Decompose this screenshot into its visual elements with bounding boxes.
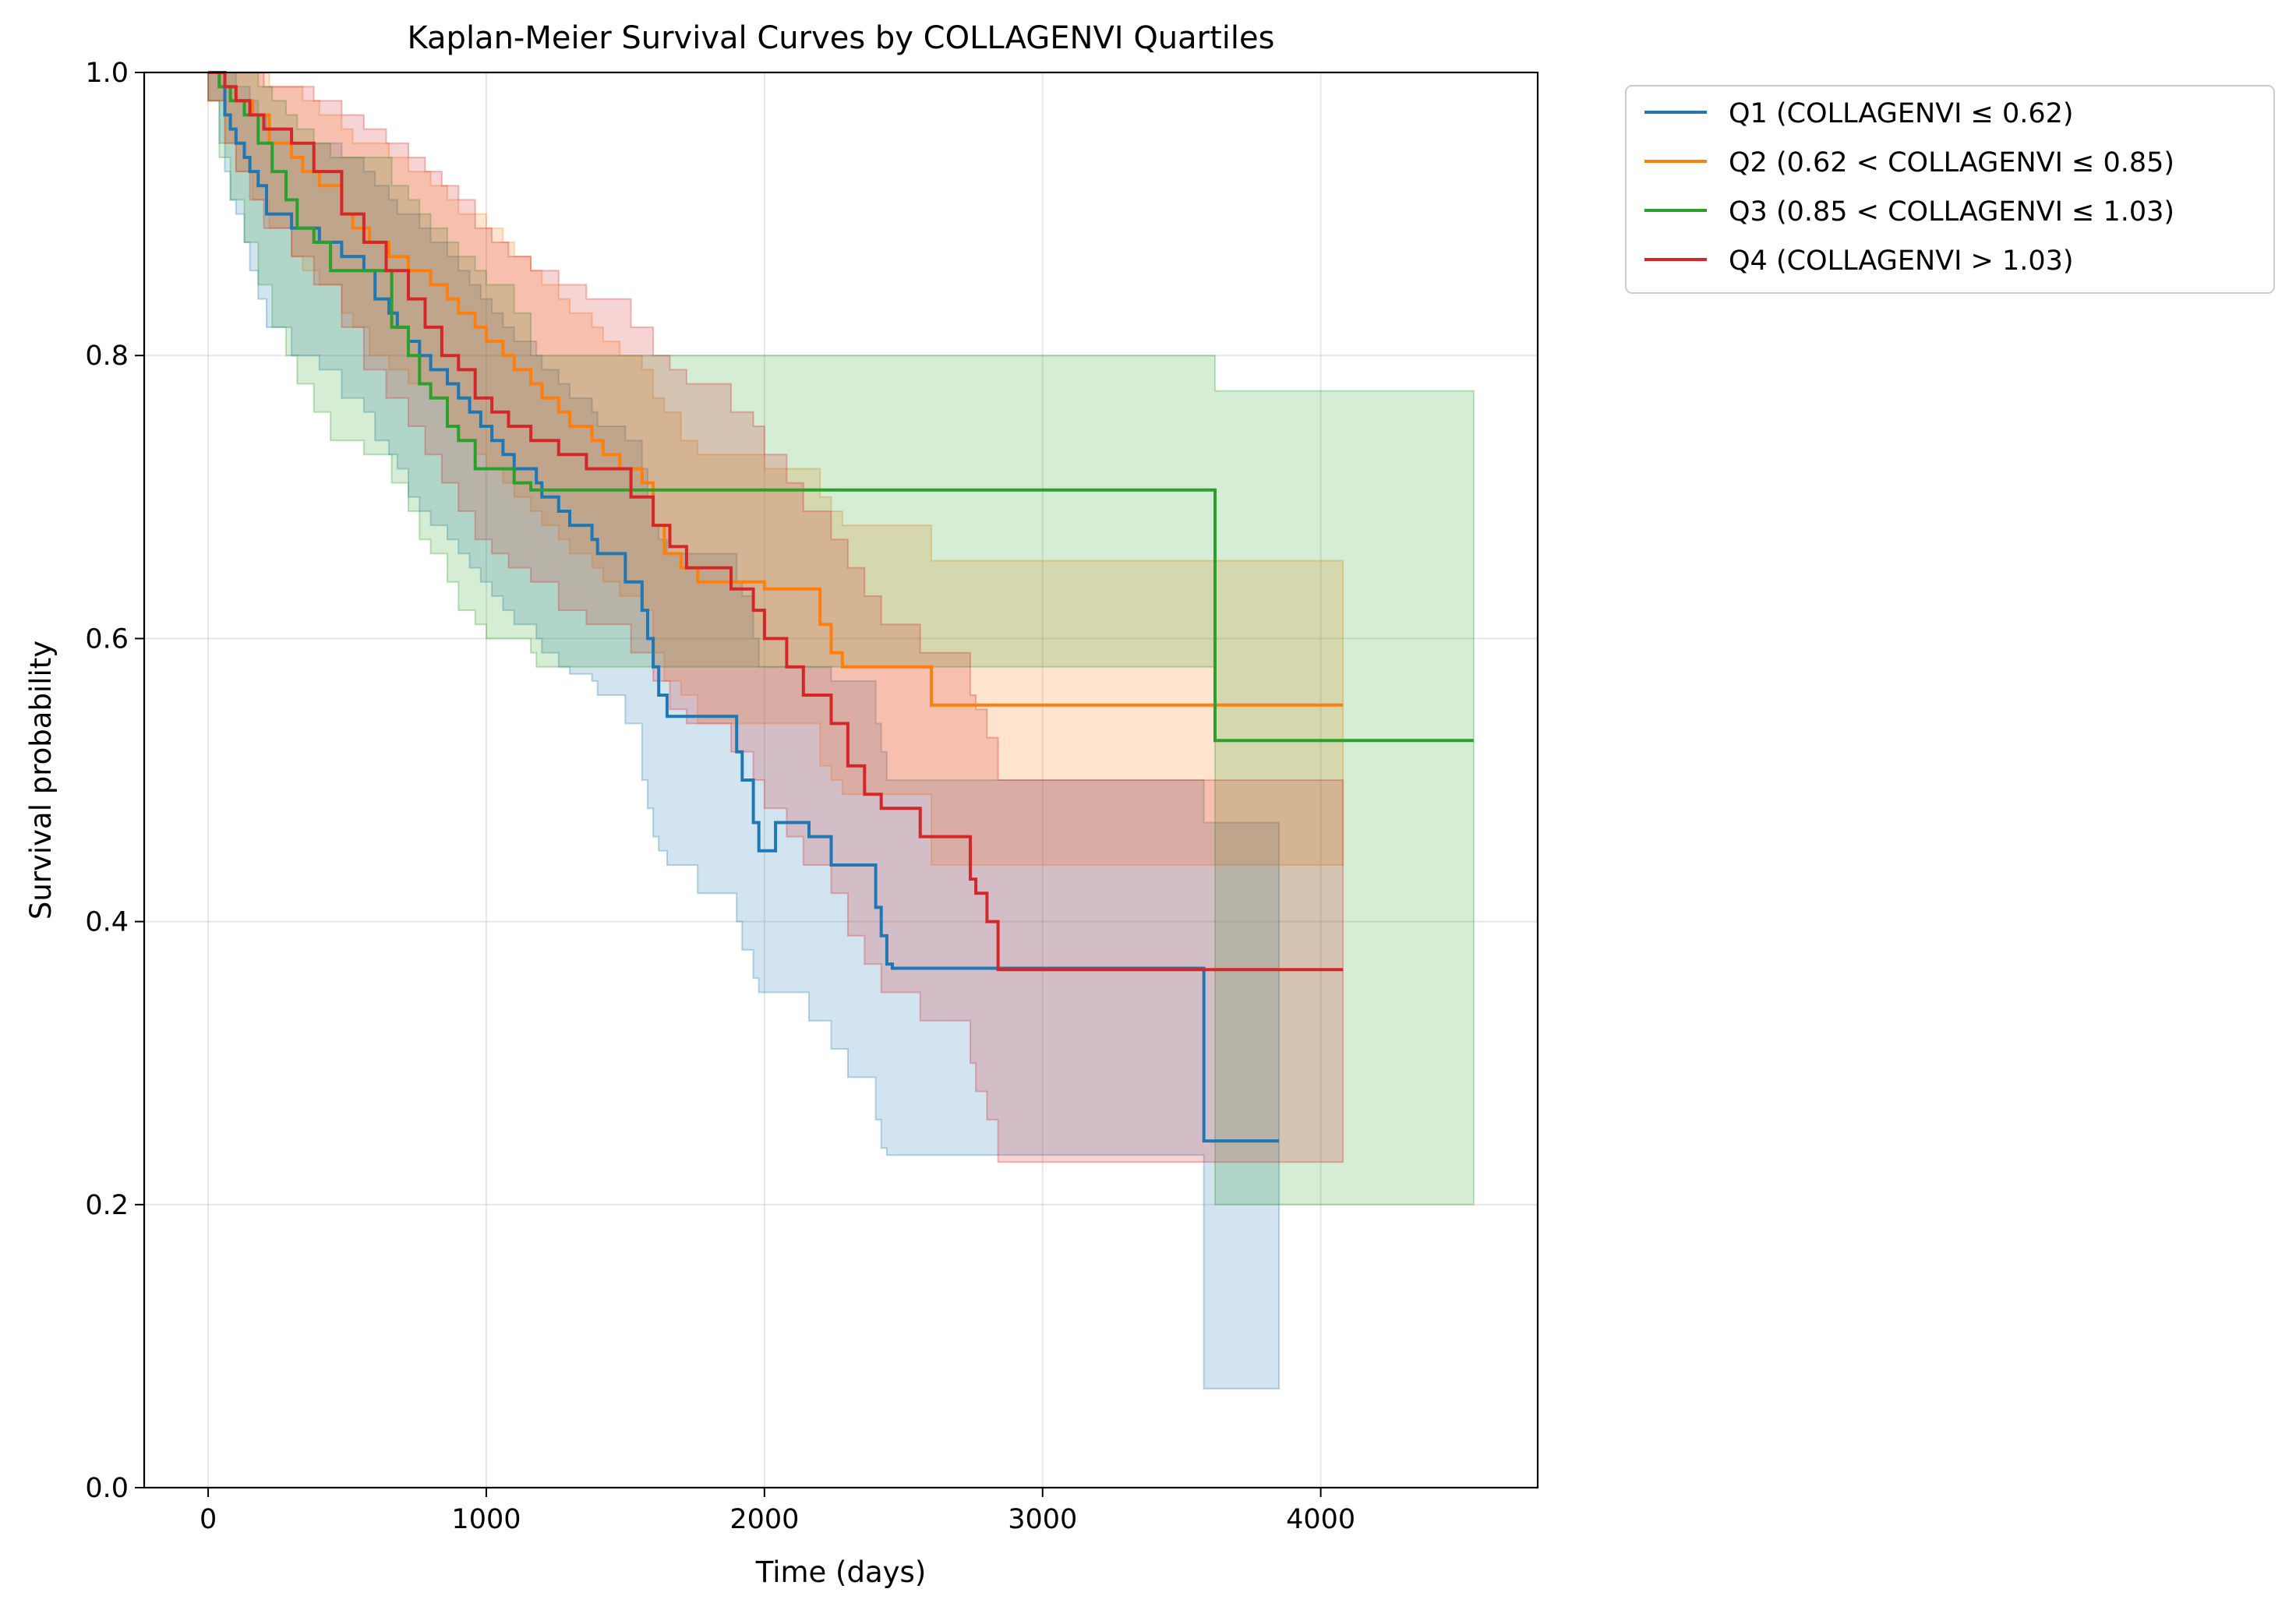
x-tick-label: 2000 [729,1504,799,1535]
survival-curves [208,71,1474,1143]
x-axis-ticks: 0 1000 2000 3000 4000 [200,1488,1355,1535]
legend-label-q4: Q4 (COLLAGENVI > 1.03) [1729,245,2074,277]
y-tick-label: 0.4 [85,907,129,938]
survival-curve-q1 [208,71,1280,1143]
legend: Q1 (COLLAGENVI ≤ 0.62) Q2 (0.62 < COLLAGE… [1625,85,2275,294]
ci-band-q1 [207,72,1280,1389]
y-tick-label: 0.6 [85,623,129,655]
ci-band-q2 [207,72,1344,866]
y-axis-label: Survival probability [24,641,58,920]
legend-label-q1: Q1 (COLLAGENVI ≤ 0.62) [1729,98,2074,129]
chart-title: Kaplan-Meier Survival Curves by COLLAGEN… [408,20,1275,56]
x-tick-label: 1000 [451,1504,521,1535]
confidence-bands [207,72,1475,1389]
y-tick-label: 0.2 [85,1190,129,1221]
x-axis-label: Time (days) [755,1555,927,1589]
y-tick-label: 0.8 [85,341,129,372]
plot-area [143,71,1539,1489]
ci-band-q4 [207,72,1344,1163]
survival-curve-q4 [208,71,1344,972]
y-tick-label: 0.0 [85,1473,129,1504]
y-axis-ticks: 0.0 0.2 0.4 0.6 0.8 1.0 [85,58,144,1504]
y-tick-label: 1.0 [85,58,129,89]
plot-background [144,72,1538,1488]
x-tick-label: 4000 [1286,1504,1355,1535]
legend-items: Q1 (COLLAGENVI ≤ 0.62) Q2 (0.62 < COLLAGE… [1644,98,2174,277]
plot-frame [143,71,1539,1489]
legend-label-q3: Q3 (0.85 < COLLAGENVI ≤ 1.03) [1729,196,2174,228]
legend-box [1625,85,2275,294]
x-tick-label: 0 [200,1504,217,1535]
x-tick-label: 3000 [1008,1504,1077,1535]
legend-label-q2: Q2 (0.62 < COLLAGENVI ≤ 0.85) [1729,147,2174,178]
